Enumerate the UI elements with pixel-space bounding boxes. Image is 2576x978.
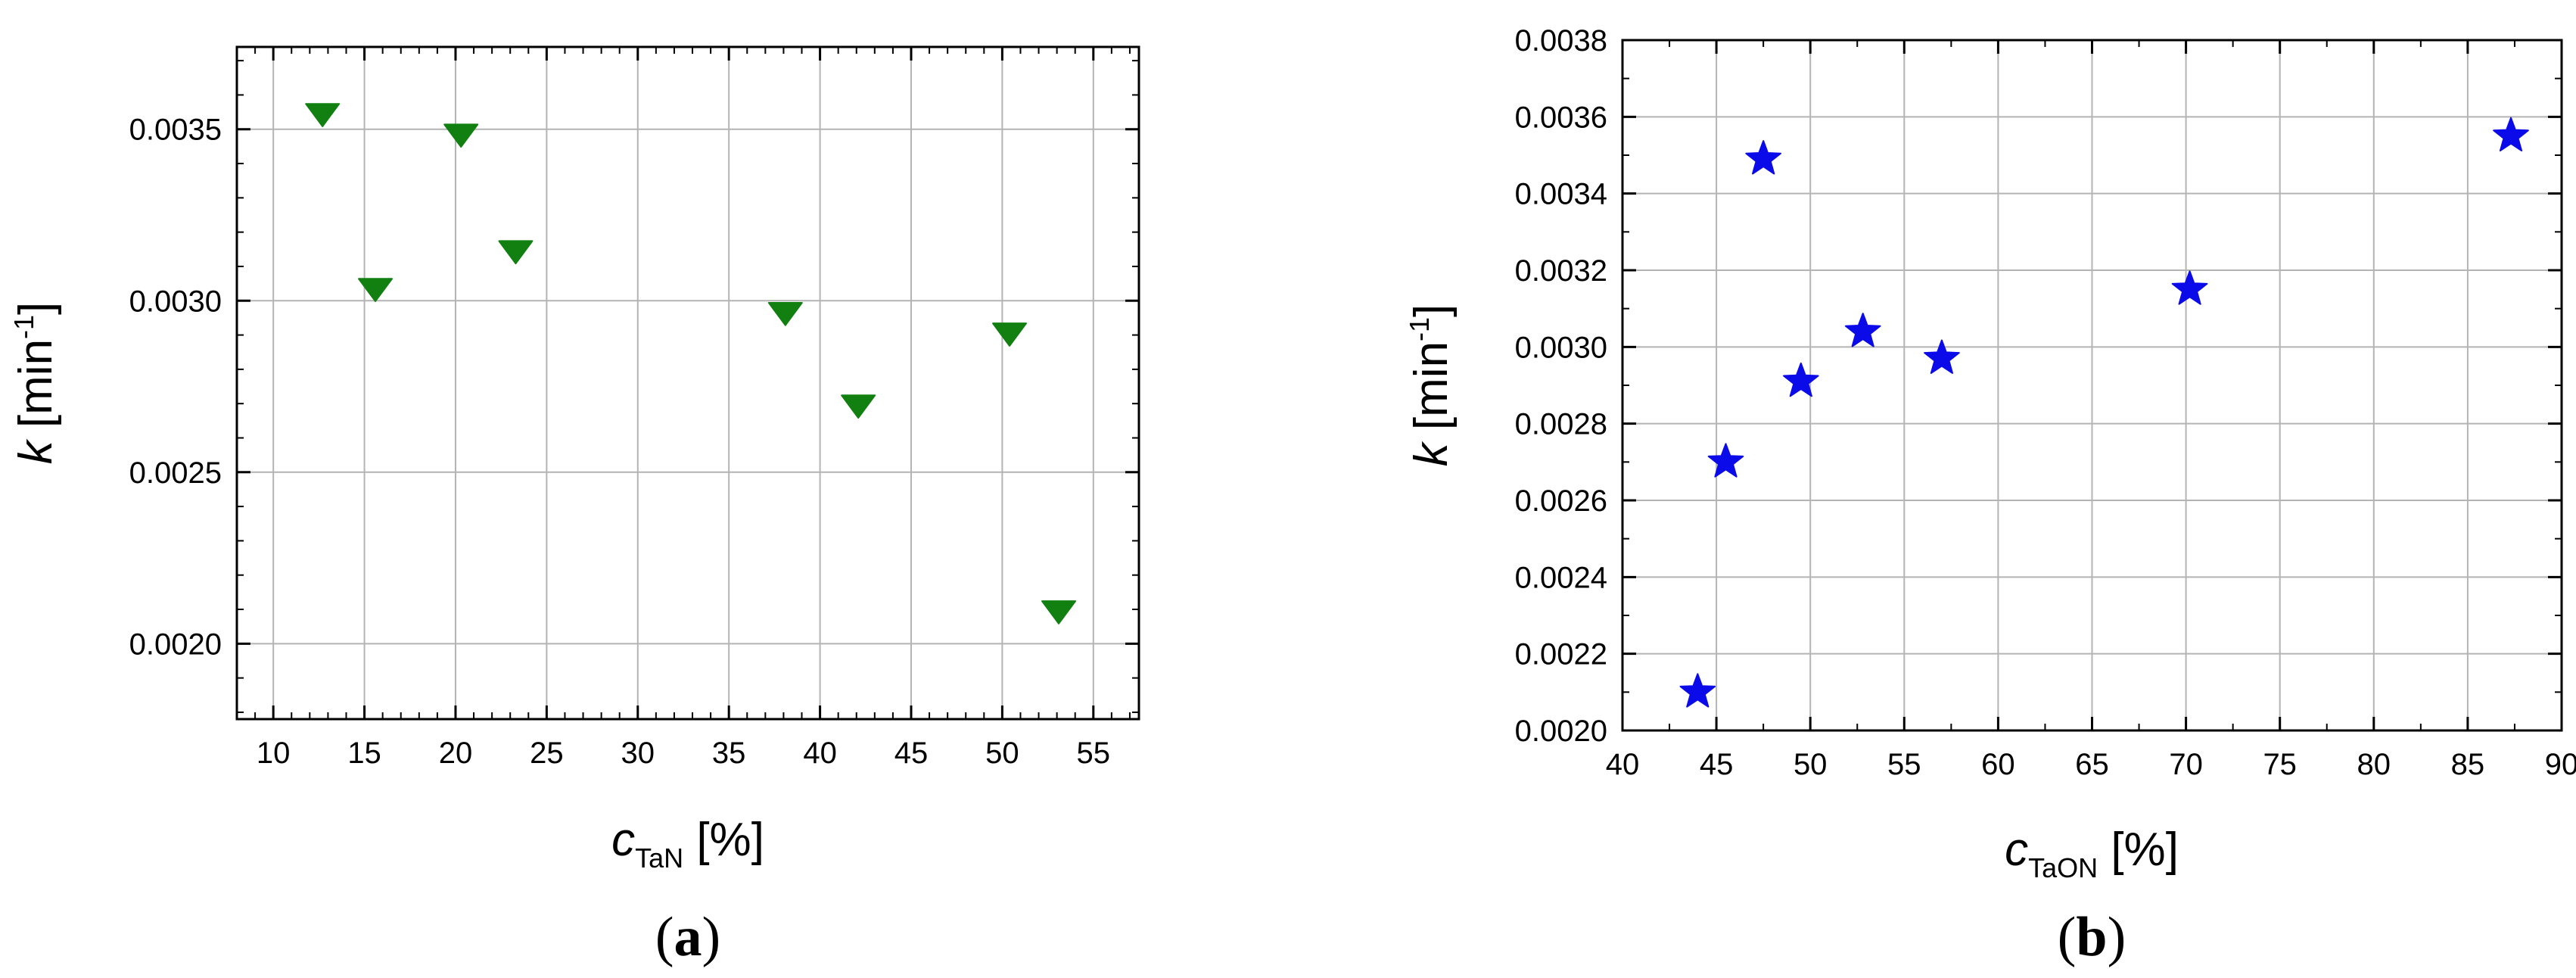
data-point [1745,140,1781,175]
y-axis-unit: [min [1405,341,1458,443]
y-tick-label: 0.0020 [1515,715,1607,748]
x-axis-symbol: c [2005,824,2028,876]
data-point [498,240,534,265]
y-axis-unit-close: ] [10,302,62,315]
x-tick-label: 40 [803,737,837,770]
y-tick-label: 0.0025 [129,456,222,490]
y-tick-label: 0.0028 [1515,408,1607,441]
x-tick-label: 15 [347,737,381,770]
y-axis-label: k [min-1] [1404,304,1458,467]
y-tick-label: 0.0038 [1515,24,1607,58]
y-axis-symbol: k [1405,441,1458,466]
y-axis-unit: [min [10,339,62,441]
y-tick-label: 0.0026 [1515,484,1607,518]
x-tick-label: 45 [894,737,929,770]
x-axis-symbol: c [611,814,635,866]
x-tick-label: 50 [985,737,1019,770]
x-tick-label: 75 [2263,748,2297,781]
data-point [1924,339,1960,374]
x-tick-label: 55 [1077,737,1111,770]
panel-label: (a) [655,906,720,968]
x-tick-label: 20 [439,737,473,770]
data-point [1783,362,1819,397]
x-tick-label: 30 [621,737,655,770]
panel-b-chart: 40 45 50 55 60 65 70 75 80 85 90 0.0020 0.0022 0.0024… [1404,24,2576,968]
panel-a-chart: 10 15 20 25 30 35 40 45 50 55 0.0020 0.0025 0.0030 0.… [8,45,1140,968]
y-tick-label: 0.0036 [1515,101,1607,134]
x-tick-label: 40 [1606,748,1640,781]
data-point [841,394,876,419]
x-tick-label: 10 [257,737,291,770]
x-tick-label: 85 [2451,748,2485,781]
data-point [1844,313,1881,347]
x-tick-label: 90 [2545,748,2576,781]
data-point [767,301,803,326]
x-tick-label: 55 [1887,748,1921,781]
y-tick-label: 0.0035 [129,114,222,147]
x-axis-subscript: TaN [635,843,683,874]
x-tick-label: 70 [2169,748,2203,781]
y-tick-label: 0.0024 [1515,561,1607,594]
x-axis-label: cTaON [%] [2005,824,2179,883]
data-point [992,322,1028,347]
data-point [1041,600,1077,624]
x-tick-label: 35 [712,737,746,770]
y-tick-label: 0.0034 [1515,178,1607,211]
y-axis-label: k [min-1] [8,302,62,465]
data-point [1707,443,1744,478]
x-tick-label: 45 [1700,748,1734,781]
data-point [358,278,394,302]
x-tick-label: 80 [2357,748,2391,781]
y-tick-label: 0.0032 [1515,254,1607,288]
y-axis-superscript: -1 [1404,317,1435,341]
x-tick-label: 60 [1981,748,2015,781]
y-axis-unit-close: ] [1405,304,1458,317]
x-axis-unit: [%] [2098,824,2179,876]
y-tick-label: 0.0020 [129,628,222,661]
x-tick-label: 50 [1794,748,1828,781]
data-point [2493,117,2529,152]
plot-frame [235,45,1140,721]
data-point [1679,673,1716,708]
x-tick-label: 25 [530,737,564,770]
x-axis-subscript: TaON [2028,852,2098,883]
data-point [2171,270,2208,305]
y-tick-label: 0.0030 [129,285,222,318]
data-point [443,123,479,148]
x-axis-label: cTaN [%] [611,814,764,874]
y-tick-label: 0.0022 [1515,638,1607,671]
y-axis-symbol: k [10,438,62,464]
data-point [305,103,341,127]
x-tick-label: 65 [2075,748,2109,781]
y-axis-superscript: -1 [8,315,39,339]
panel-label: (b) [2058,906,2126,968]
y-tick-label: 0.0030 [1515,331,1607,364]
x-axis-unit: [%] [683,814,764,866]
